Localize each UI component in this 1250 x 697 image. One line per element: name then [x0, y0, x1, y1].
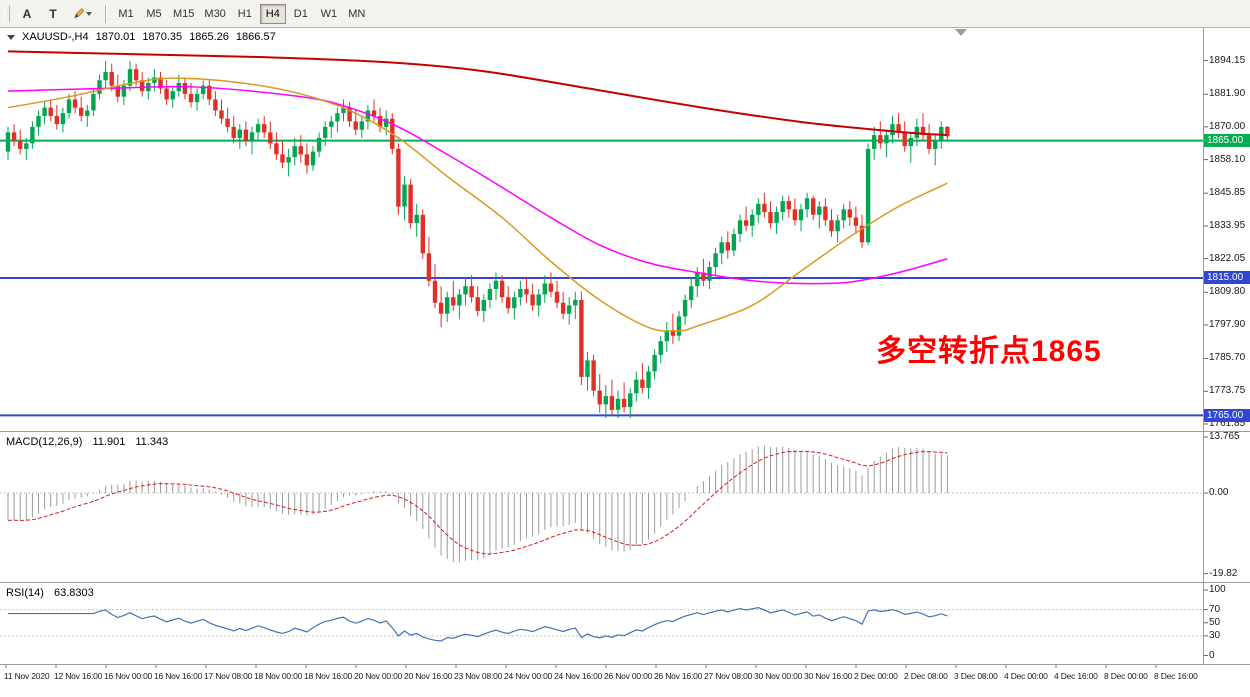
close-value: 1866.57	[235, 31, 276, 43]
low-value: 1865.26	[189, 31, 229, 43]
chart-info-line: XAUUSD-,H4 1870.01 1870.35 1865.26 1866.…	[7, 31, 276, 43]
rsi-line	[8, 607, 948, 642]
chart-shift-marker[interactable]	[955, 29, 967, 36]
ma-line-fast	[7, 77, 948, 332]
macd-name: MACD(12,26,9)	[6, 436, 83, 448]
timeframe-button-h4[interactable]: H4	[259, 3, 286, 24]
timeframe-group: M1 M5 M15 M30 H1 H4 D1 W1 MN	[112, 3, 371, 24]
horizontal-line-objects[interactable]	[0, 139, 1203, 417]
chart-collapse-icon[interactable]	[7, 34, 15, 40]
chevron-down-icon	[86, 11, 92, 16]
draw-tool-button[interactable]	[67, 3, 99, 24]
open-value: 1870.01	[95, 31, 136, 43]
candlestick-series	[5, 60, 950, 419]
timeframe-button-d1[interactable]: D1	[288, 4, 314, 24]
toolbar-grip[interactable]	[4, 5, 10, 22]
timeframe-button-m15[interactable]: M15	[169, 4, 198, 24]
timeframe-button-mn[interactable]: MN	[344, 4, 370, 24]
macd-label: MACD(12,26,9) 11.901 11.343	[6, 436, 168, 448]
timeframe-button-m5[interactable]: M5	[141, 4, 167, 24]
timeframe-button-w1[interactable]: W1	[316, 4, 342, 24]
toolbar: A T M1 M5 M15 M30 H1 H4 D1 W1 MN	[0, 0, 1250, 28]
macd-signal-value: 11.343	[135, 436, 169, 448]
arrow-tool-button[interactable]: A	[15, 3, 39, 24]
high-value: 1870.35	[142, 31, 183, 43]
rsi-name: RSI(14)	[6, 587, 44, 599]
timeframe-button-m1[interactable]: M1	[113, 4, 139, 24]
symbol-period-label: XAUUSD-,H4	[22, 31, 89, 43]
marker-icon	[74, 8, 84, 19]
macd-histogram	[7, 445, 948, 563]
ma-line-slow	[7, 50, 948, 137]
rsi-label: RSI(14) 63.8303	[6, 587, 94, 599]
toolbar-separator	[105, 4, 107, 23]
timeframe-button-m30[interactable]: M30	[200, 4, 229, 24]
ma-line-medium	[7, 85, 948, 285]
rsi-value: 63.8303	[53, 587, 94, 599]
macd-main-value: 11.901	[92, 436, 126, 448]
macd-signal-line	[7, 450, 948, 555]
timeframe-button-h1[interactable]: H1	[232, 4, 258, 24]
text-annotation[interactable]: 多空转折点1865	[876, 335, 1102, 368]
text-tool-button[interactable]: T	[41, 3, 65, 24]
